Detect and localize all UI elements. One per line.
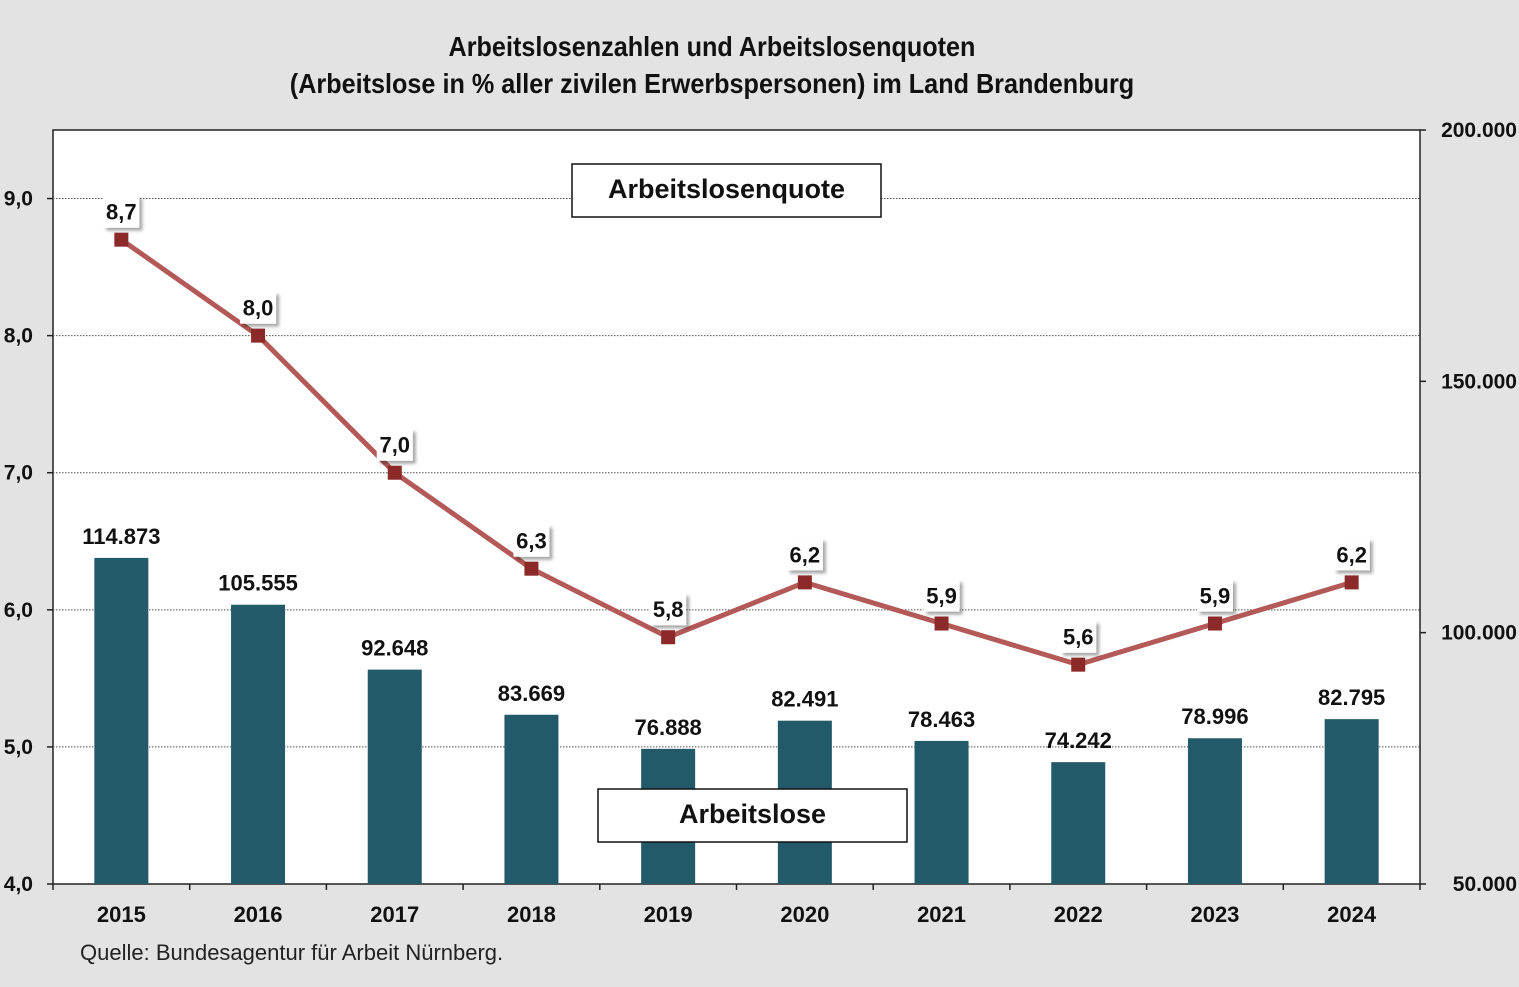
bar-label-2021: 78.463 — [908, 707, 975, 732]
left-tick-label-0: 4,0 — [4, 873, 33, 896]
bar-label-2016: 105.555 — [218, 571, 298, 596]
chart-title-line-2: (Arbeitslose in % aller zivilen Erwerbsp… — [289, 68, 1135, 99]
bar-2021 — [914, 740, 969, 884]
quote-label-2018: 6,3 — [516, 529, 547, 554]
right-tick-label-2: 150.000 — [1441, 370, 1517, 393]
quote-marker-2017 — [387, 465, 402, 480]
bar-2018 — [504, 714, 559, 884]
bar-label-2015: 114.873 — [82, 524, 160, 549]
x-tick-label-2019: 2019 — [644, 902, 693, 927]
legend-label-arbeitslose: Arbeitslose — [679, 799, 826, 829]
right-tick-label-3: 200.000 — [1441, 119, 1517, 142]
quote-label-2023: 5,9 — [1200, 584, 1231, 609]
quote-label-box-2017 — [376, 428, 413, 461]
bar-label-2017: 92.648 — [361, 636, 428, 661]
x-tick-label-2017: 2017 — [370, 902, 419, 927]
quote-label-box-2020 — [786, 538, 823, 571]
x-tick-label-2018: 2018 — [507, 902, 556, 927]
x-tick-label-2021: 2021 — [917, 902, 966, 927]
left-tick-label-4: 8,0 — [4, 325, 33, 348]
quote-marker-2019 — [661, 630, 676, 645]
bar-label-2022: 74.242 — [1045, 728, 1112, 753]
left-tick-label-5: 9,0 — [4, 188, 33, 211]
bar-2016 — [231, 604, 286, 884]
quote-label-2017: 7,0 — [379, 433, 410, 458]
x-tick-label-2024: 2024 — [1327, 902, 1377, 927]
quote-label-box-2015 — [103, 195, 140, 228]
legend-arbeitslose: Arbeitslose — [597, 788, 908, 843]
chart-title-line-1: Arbeitslosenzahlen und Arbeitslosenquote… — [448, 31, 976, 62]
quote-marker-2015 — [114, 232, 129, 247]
line-series-arbeitslosenquote: 8,7 8,0 7,0 6,3 5,8 6,2 5,9 5,6 5,9 6,2 — [103, 195, 1370, 672]
bar-2015 — [94, 557, 149, 884]
x-tick-label-2016: 2016 — [234, 902, 283, 927]
quote-label-box-2019 — [650, 593, 687, 626]
quote-label-2020: 6,2 — [790, 542, 821, 567]
bar-2024 — [1324, 719, 1379, 884]
bar-label-2018: 83.669 — [498, 681, 565, 706]
bar-2017 — [367, 669, 422, 884]
bar-label-2023: 78.996 — [1181, 704, 1248, 729]
source-note: Quelle: Bundesagentur für Arbeit Nürnber… — [80, 940, 504, 965]
quote-label-2016: 8,0 — [243, 296, 274, 321]
left-tick-label-2: 6,0 — [4, 599, 33, 622]
left-tick-label-1: 5,0 — [4, 736, 33, 759]
legend-label-arbeitslosenquote: Arbeitslosenquote — [608, 174, 845, 204]
bar-2022 — [1051, 762, 1106, 884]
quote-label-box-2022 — [1060, 620, 1097, 653]
quote-label-box-2023 — [1196, 579, 1233, 612]
x-tick-label-2015: 2015 — [97, 902, 146, 927]
bar-label-2019: 76.888 — [635, 715, 702, 740]
quote-label-box-2024 — [1333, 538, 1370, 571]
right-tick-label-1: 100.000 — [1441, 622, 1517, 645]
quote-marker-2021 — [934, 616, 949, 631]
quote-marker-2018 — [524, 561, 539, 576]
left-tick-label-3: 7,0 — [4, 462, 33, 485]
quote-marker-2020 — [797, 575, 812, 590]
axes: 4,0 5,0 6,0 7,0 8,0 9,0 50.000 100.000 150.000 20… — [4, 119, 1517, 927]
x-tick-label-2022: 2022 — [1054, 902, 1103, 927]
bar-2023 — [1187, 738, 1242, 884]
quote-marker-2022 — [1071, 657, 1086, 672]
x-tick-label-2023: 2023 — [1190, 902, 1239, 927]
quote-label-2024: 6,2 — [1336, 542, 1367, 567]
quote-marker-2024 — [1344, 575, 1359, 590]
x-tick-label-2020: 2020 — [780, 902, 829, 927]
bar-label-2024: 82.795 — [1318, 685, 1385, 710]
quote-line — [119, 237, 1353, 668]
quote-label-2015: 8,7 — [106, 200, 137, 225]
legend-arbeitslosenquote: Arbeitslosenquote — [571, 163, 882, 218]
quote-label-2021: 5,9 — [926, 584, 957, 609]
quote-label-box-2018 — [513, 524, 550, 557]
chart-title: Arbeitslosenzahlen und Arbeitslosenquote… — [71, 28, 1353, 102]
right-tick-label-0: 50.000 — [1453, 873, 1517, 896]
quote-label-box-2021 — [923, 579, 960, 612]
bar-label-2020: 82.491 — [771, 687, 838, 712]
bar-series-arbeitslose: 114.873 105.555 92.648 83.669 76.888 82.491 78… — [82, 524, 1385, 884]
quote-marker-2016 — [251, 328, 266, 343]
quote-label-box-2016 — [240, 291, 277, 324]
quote-marker-2023 — [1207, 616, 1222, 631]
quote-label-2022: 5,6 — [1063, 625, 1094, 650]
quote-label-2019: 5,8 — [653, 597, 684, 622]
